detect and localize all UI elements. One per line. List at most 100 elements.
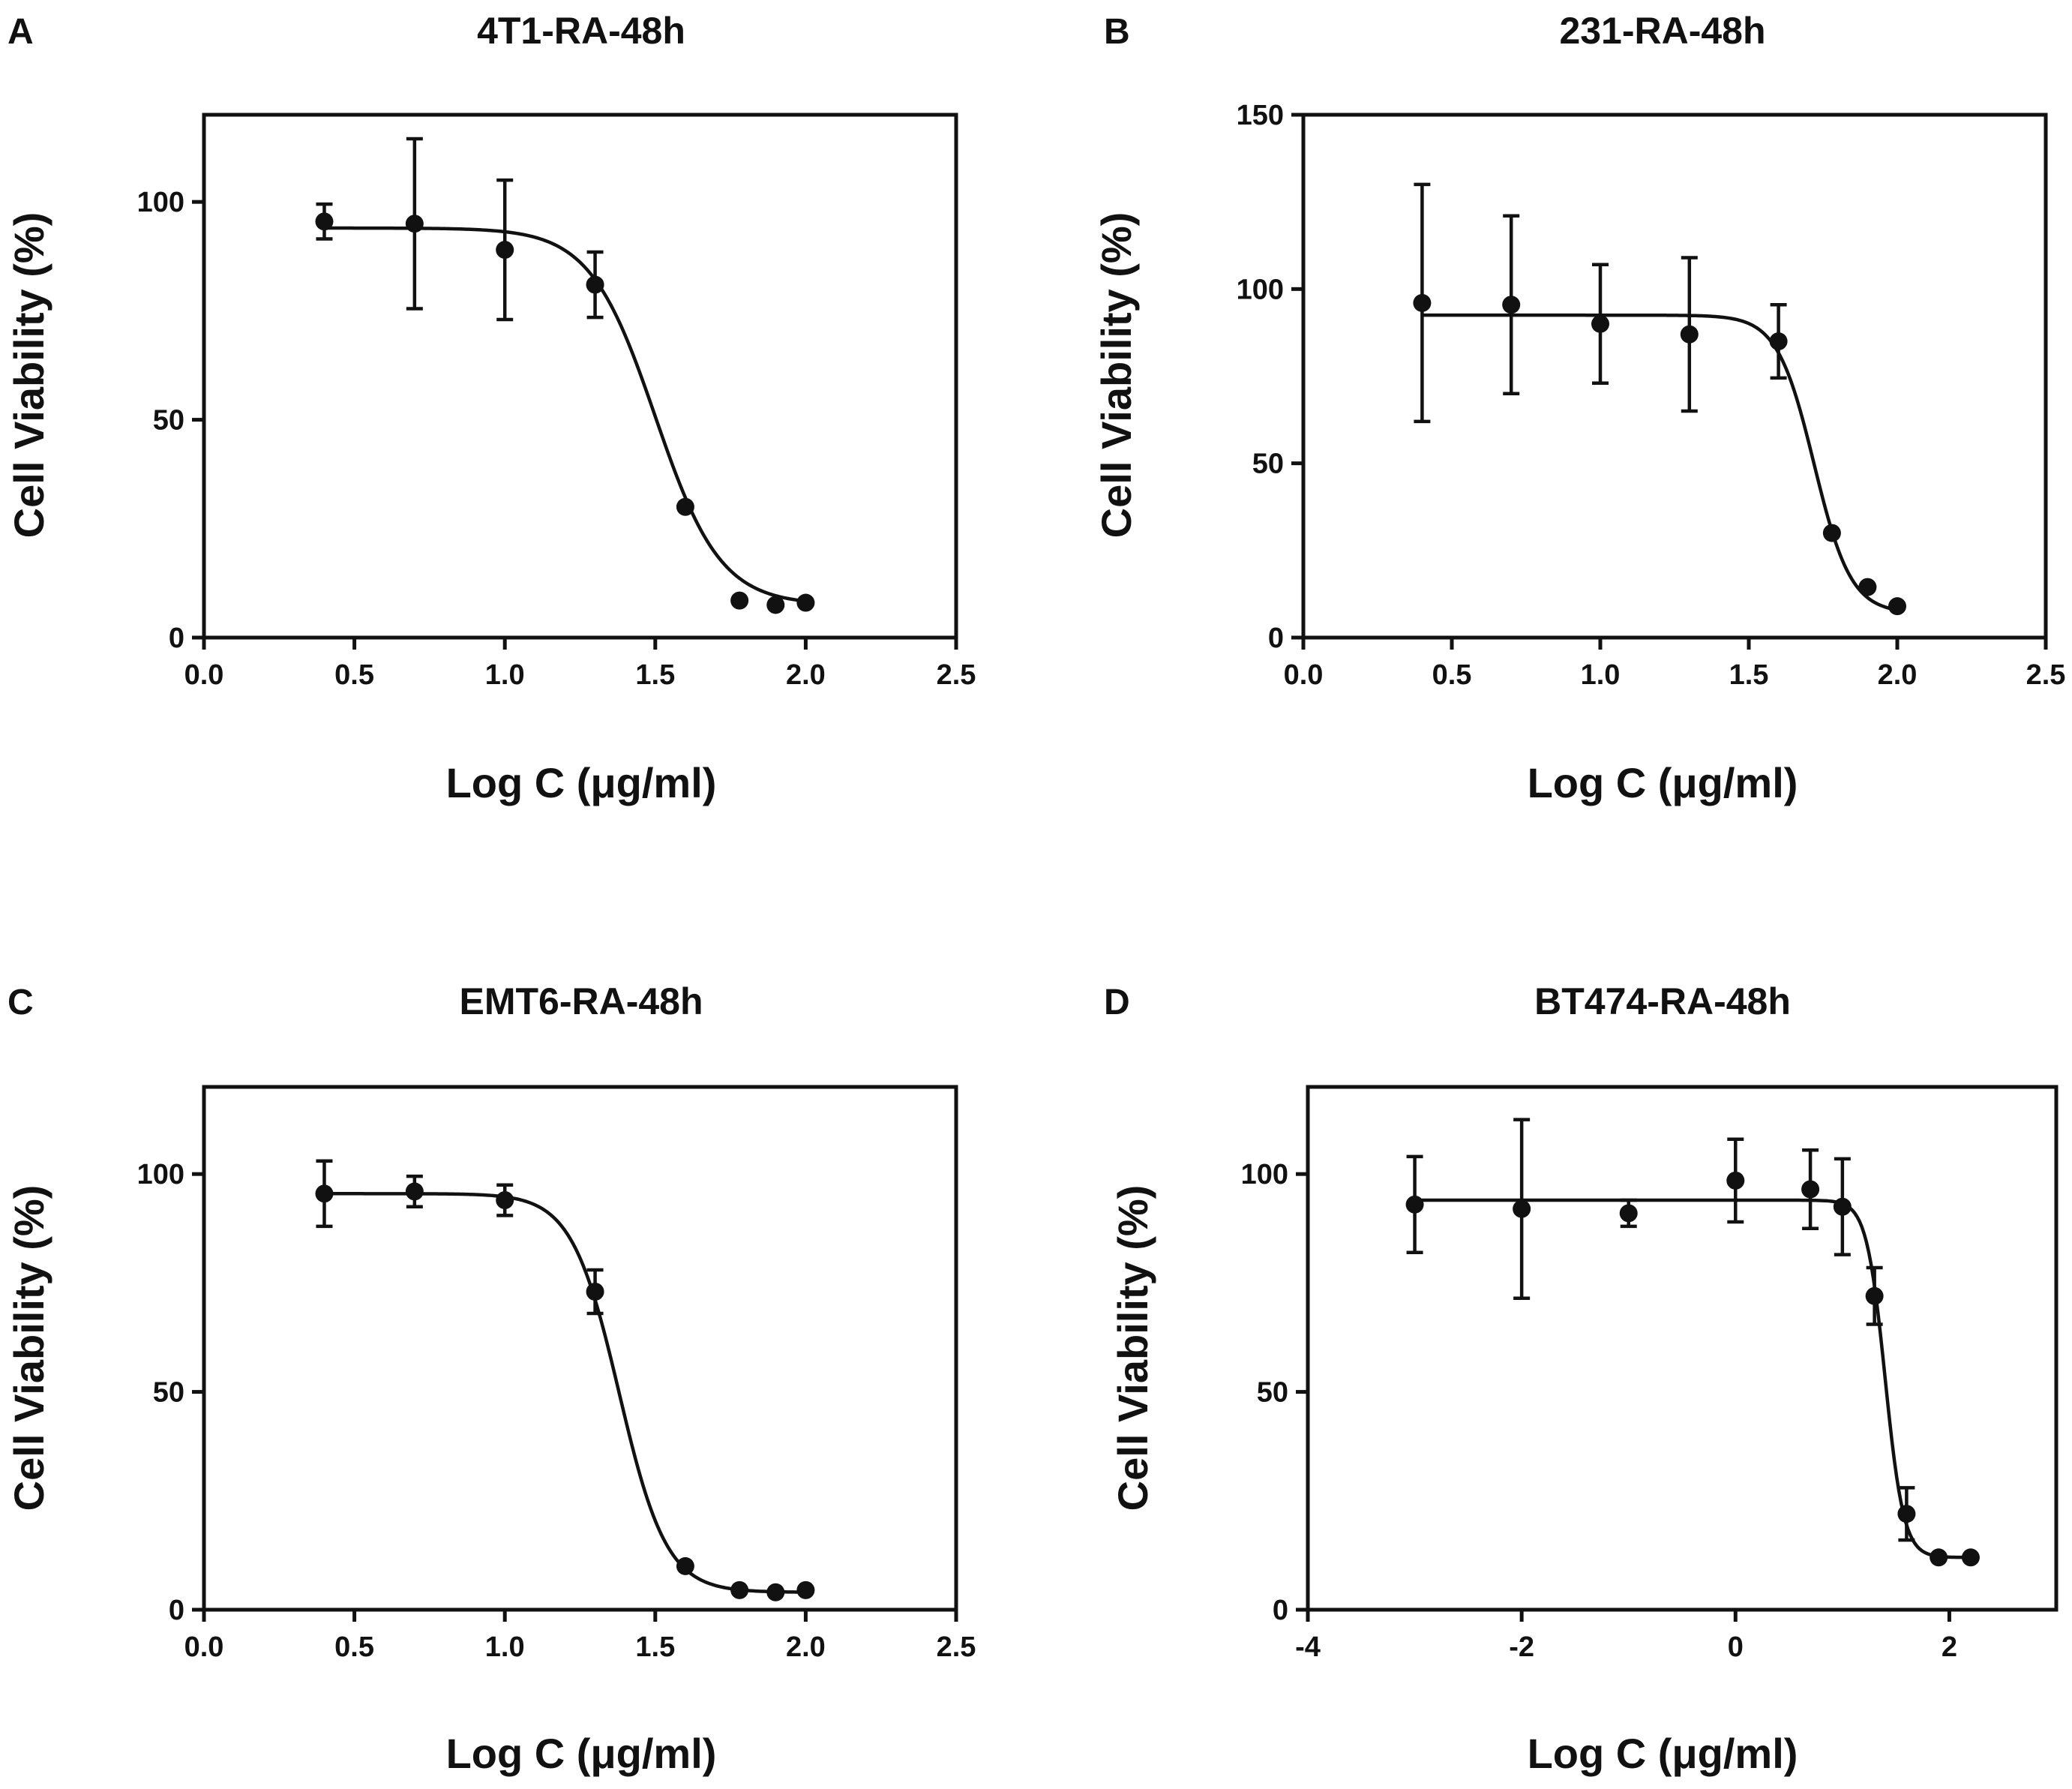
y-tick-label: 50 — [1252, 449, 1284, 480]
y-axis: 0 50 100 150 — [1237, 100, 1303, 654]
panel-b: B 231-RA-48h 0.0 0.5 1.0 1.5 2.0 2.5 0 50 100 15… — [1093, 10, 2065, 806]
data-marks — [1405, 1118, 1980, 1567]
x-axis-label: Log C (μg/ml) — [446, 759, 717, 806]
x-axis: 0.0 0.5 1.0 1.5 2.0 2.5 — [1284, 638, 2066, 691]
panel-letter: D — [1104, 983, 1130, 1022]
x-tick-label: 1.0 — [1581, 659, 1621, 691]
plot-area-frame — [202, 113, 958, 640]
data-point — [1619, 1204, 1638, 1223]
y-axis: 0 50 100 — [137, 187, 204, 654]
x-tick-label: 2.0 — [1878, 659, 1918, 691]
chart-title: 231-RA-48h — [1559, 10, 1765, 52]
panel-letter: C — [7, 983, 34, 1022]
x-axis: -4 -2 0 2 — [1295, 1610, 1957, 1663]
x-tick-label: 1.0 — [485, 659, 525, 691]
x-tick-label: 2.5 — [937, 659, 976, 691]
data-point — [1888, 597, 1906, 616]
data-point — [1502, 296, 1521, 314]
x-tick-label: 0.5 — [334, 1631, 374, 1663]
data-point — [1865, 1286, 1884, 1305]
data-point — [586, 275, 604, 294]
x-tick-label: 1.5 — [635, 659, 675, 691]
data-marks — [315, 1159, 815, 1601]
data-marks — [315, 137, 815, 614]
data-point — [730, 1580, 749, 1599]
data-point — [1822, 524, 1841, 542]
x-tick-label: 0.0 — [184, 1631, 224, 1663]
data-point — [676, 1556, 694, 1575]
panel-letter: B — [1104, 12, 1130, 52]
data-point — [1513, 1199, 1531, 1218]
x-tick-label: 2 — [1942, 1631, 1957, 1663]
x-axis-label: Log C (μg/ml) — [1528, 1730, 1798, 1777]
data-point — [1591, 314, 1609, 333]
data-point — [676, 497, 694, 516]
x-tick-label: 0.0 — [1284, 659, 1324, 691]
data-point — [796, 593, 815, 612]
x-tick-label: 2.0 — [786, 1631, 826, 1663]
data-point — [405, 1182, 424, 1201]
y-tick-label: 0 — [169, 623, 184, 654]
y-axis-label: Cell Viability (%) — [5, 212, 52, 539]
fit-curve — [1414, 1198, 1971, 1559]
data-point — [1858, 578, 1877, 596]
fit-curve — [324, 1192, 806, 1594]
x-tick-label: 0.5 — [1432, 659, 1472, 691]
data-point — [1680, 325, 1699, 344]
data-point — [1413, 293, 1432, 312]
data-point — [1726, 1171, 1745, 1190]
data-point — [1961, 1548, 1980, 1567]
y-tick-label: 0 — [1273, 1595, 1288, 1626]
plot-area-frame — [1306, 1085, 2059, 1612]
x-tick-label: 2.0 — [786, 659, 826, 691]
y-axis-label: Cell Viability (%) — [1093, 212, 1140, 539]
y-axis: 0 50 100 — [137, 1159, 204, 1626]
y-tick-label: 0 — [169, 1595, 184, 1626]
data-point — [1769, 332, 1788, 351]
x-tick-label: -2 — [1509, 1631, 1534, 1663]
x-tick-label: 0.5 — [334, 659, 374, 691]
plot-area-frame — [1301, 113, 2048, 640]
data-point — [1801, 1180, 1820, 1199]
y-tick-label: 100 — [1237, 274, 1284, 305]
x-axis-label: Log C (μg/ml) — [446, 1730, 717, 1777]
chart-title: BT474-RA-48h — [1534, 980, 1791, 1022]
chart-title: EMT6-RA-48h — [459, 980, 703, 1022]
chart-title: 4T1-RA-48h — [477, 10, 685, 52]
y-tick-label: 100 — [137, 187, 184, 218]
y-tick-label: 100 — [1241, 1159, 1288, 1190]
x-tick-label: 1.5 — [1729, 659, 1769, 691]
x-tick-label: -4 — [1295, 1631, 1321, 1663]
data-point — [730, 591, 749, 610]
x-tick-label: 0 — [1728, 1631, 1744, 1663]
panel-c: C EMT6-RA-48h 0.0 0.5 1.0 1.5 2.0 2.5 050100 … — [5, 980, 976, 1777]
x-tick-label: 0.0 — [184, 659, 224, 691]
data-point — [766, 1583, 785, 1601]
data-point — [586, 1282, 604, 1301]
y-tick-label: 50 — [153, 1377, 184, 1409]
plot-area-frame — [202, 1085, 958, 1612]
x-tick-label: 2.5 — [2026, 659, 2066, 691]
y-axis-label: Cell Viability (%) — [1109, 1185, 1156, 1511]
y-tick-label: 50 — [1257, 1377, 1288, 1409]
data-point — [315, 1184, 334, 1203]
data-point — [496, 241, 514, 260]
data-marks — [1413, 182, 1906, 616]
data-point — [405, 215, 424, 233]
y-axis-label: Cell Viability (%) — [5, 1185, 52, 1511]
data-point — [796, 1580, 815, 1599]
data-point — [1833, 1197, 1852, 1216]
y-axis: 0 50 100 — [1241, 1159, 1308, 1626]
fit-curve — [324, 226, 806, 603]
x-axis: 0.0 0.5 1.0 1.5 2.0 2.5 — [184, 638, 976, 691]
data-point — [1405, 1195, 1424, 1214]
fit-curve — [1422, 313, 1898, 612]
data-point — [1897, 1505, 1916, 1523]
panel-d: D BT474-RA-48h -4 -2 0 2 0 50 100 Log C (μg/m… — [1104, 980, 2059, 1777]
data-point — [496, 1191, 514, 1210]
x-axis: 0.0 0.5 1.0 1.5 2.0 2.5 — [184, 1610, 976, 1663]
x-axis-label: Log C (μg/ml) — [1528, 759, 1798, 806]
panel-letter: A — [7, 12, 34, 52]
data-point — [766, 596, 785, 614]
